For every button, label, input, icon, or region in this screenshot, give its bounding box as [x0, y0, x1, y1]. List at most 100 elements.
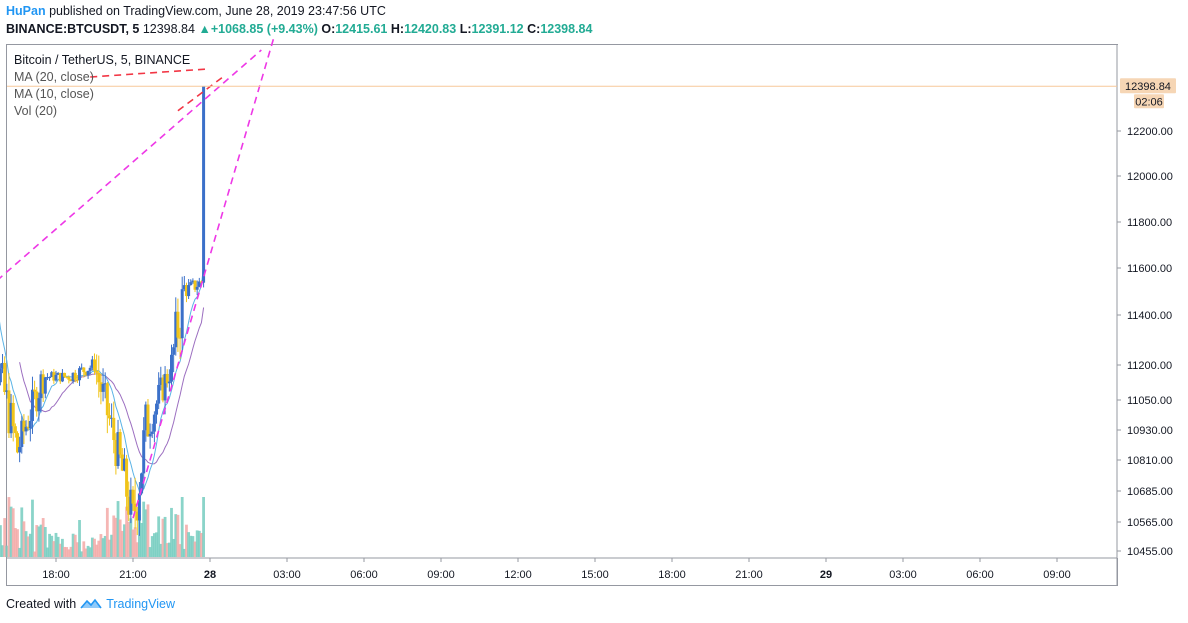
volume-bar — [9, 506, 13, 557]
candle-body — [125, 458, 129, 497]
candle-body — [180, 289, 184, 339]
volume-bar — [135, 542, 139, 557]
candle-body — [86, 370, 90, 376]
candle-body — [161, 377, 165, 401]
candle-body — [39, 374, 43, 399]
y-tick-label: 10565.00 — [1127, 517, 1173, 529]
volume-bar — [189, 535, 193, 557]
candle-body — [129, 489, 133, 515]
volume-bar — [7, 497, 11, 557]
volume-bar — [152, 533, 156, 557]
y-tick-label: 10685.00 — [1127, 486, 1173, 498]
candle-body — [163, 373, 167, 401]
candle-body — [48, 377, 52, 379]
volume-bar — [155, 532, 158, 557]
y-tick-label: 12200.00 — [1127, 126, 1173, 138]
volume-bar — [172, 538, 176, 557]
candle-body — [69, 379, 73, 382]
candle-body — [103, 383, 107, 385]
volume-bar — [157, 516, 161, 557]
volume-bar — [80, 551, 84, 557]
legend-volume[interactable]: Vol (20) — [14, 104, 58, 118]
candle-body — [142, 430, 146, 474]
y-tick-label: 11200.00 — [1127, 360, 1172, 372]
chart-legend: Bitcoin / TetherUS, 5, BINANCE MA (20, c… — [14, 52, 190, 120]
x-tick-label: 03:00 — [889, 569, 917, 581]
publish-info: published on TradingView.com, June 28, 2… — [49, 4, 386, 18]
candle-body — [0, 368, 2, 383]
candle-body — [90, 359, 94, 368]
candle-body — [67, 376, 71, 380]
volume-bar — [63, 546, 66, 557]
volume-bar — [195, 530, 199, 557]
volume-bar — [144, 509, 148, 557]
legend-ma20[interactable]: MA (20, close) — [14, 70, 94, 84]
candle-body — [133, 503, 137, 512]
candle-body — [159, 377, 163, 385]
candle-body — [174, 311, 178, 348]
x-tick-label: 06:00 — [350, 569, 378, 581]
volume-bar — [133, 527, 137, 557]
y-tick-label: 12000.00 — [1127, 171, 1173, 183]
symbol-label: BINANCE:BTCUSDT, 5 — [6, 22, 140, 36]
volume-bar — [39, 524, 43, 557]
candle-body — [191, 280, 195, 283]
candle-body — [65, 376, 69, 378]
candle-body — [20, 420, 24, 447]
candle-body — [41, 374, 45, 394]
candle-body — [127, 496, 131, 515]
volume-bar — [170, 507, 173, 557]
volume-bar — [50, 535, 54, 557]
candle-body — [189, 282, 193, 286]
candle-body — [82, 367, 86, 372]
volume-bar — [127, 521, 131, 557]
volume-bar — [138, 514, 141, 557]
volume-bar — [202, 497, 205, 557]
candle-body — [172, 347, 176, 355]
countdown-badge — [1134, 94, 1164, 109]
candle-body — [120, 454, 124, 471]
volume-bar — [101, 538, 105, 557]
y-tick-label: 10810.00 — [1127, 455, 1173, 467]
up-arrow-icon: ▲ — [198, 22, 211, 36]
tradingview-brand[interactable]: TradingView — [106, 597, 175, 611]
candle-body — [146, 404, 150, 437]
close-label: C: — [527, 22, 541, 36]
candle-body — [52, 372, 56, 381]
legend-ma10[interactable]: MA (10, close) — [14, 87, 94, 101]
volume-bar — [84, 548, 88, 557]
volume-bar — [103, 535, 107, 557]
volume-bar — [161, 518, 165, 557]
candle-body — [193, 280, 197, 290]
footer: Created with TradingView — [6, 597, 175, 611]
volume-bar — [28, 533, 32, 557]
candle-body — [202, 86, 206, 283]
volume-bar — [18, 547, 22, 557]
candle-body — [178, 337, 182, 339]
candle-body — [54, 374, 58, 381]
x-tick-label: 28 — [204, 569, 216, 581]
x-tick-label: 09:00 — [427, 569, 455, 581]
x-tick-label: 18:00 — [658, 569, 686, 581]
candle-body — [11, 402, 15, 427]
y-tick-label: 10455.00 — [1127, 546, 1173, 558]
volume-bar — [52, 541, 56, 557]
x-tick-label: 12:00 — [504, 569, 532, 581]
candle-body — [24, 426, 28, 432]
candle-body — [78, 368, 82, 381]
candle-body — [5, 390, 9, 393]
candle-body — [9, 402, 13, 434]
author-name[interactable]: HuPan — [6, 4, 46, 18]
upper-trend-line — [0, 49, 262, 279]
volume-bar — [93, 538, 96, 557]
candle-body — [80, 367, 84, 369]
volume-bar — [88, 547, 92, 557]
volume-bar — [193, 541, 197, 557]
price-axis — [1117, 45, 1187, 558]
x-tick-label: 03:00 — [273, 569, 301, 581]
wedge-top-line — [90, 68, 206, 78]
volume-bar — [22, 521, 26, 557]
candle-body — [140, 473, 144, 494]
volume-bar — [105, 507, 109, 557]
